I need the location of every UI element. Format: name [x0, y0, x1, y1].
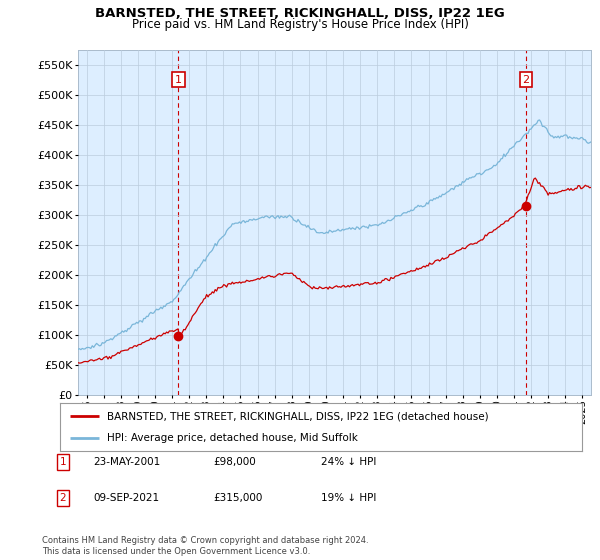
Text: 2: 2 — [59, 493, 67, 503]
Text: 1: 1 — [175, 74, 182, 85]
Text: £315,000: £315,000 — [213, 493, 262, 503]
Text: 23-MAY-2001: 23-MAY-2001 — [93, 457, 160, 467]
Text: Contains HM Land Registry data © Crown copyright and database right 2024.
This d: Contains HM Land Registry data © Crown c… — [42, 536, 368, 556]
Text: BARNSTED, THE STREET, RICKINGHALL, DISS, IP22 1EG (detached house): BARNSTED, THE STREET, RICKINGHALL, DISS,… — [107, 411, 488, 421]
Text: BARNSTED, THE STREET, RICKINGHALL, DISS, IP22 1EG: BARNSTED, THE STREET, RICKINGHALL, DISS,… — [95, 7, 505, 20]
Text: 24% ↓ HPI: 24% ↓ HPI — [321, 457, 376, 467]
Text: 09-SEP-2021: 09-SEP-2021 — [93, 493, 159, 503]
Text: 1: 1 — [59, 457, 67, 467]
Text: 19% ↓ HPI: 19% ↓ HPI — [321, 493, 376, 503]
Text: Price paid vs. HM Land Registry's House Price Index (HPI): Price paid vs. HM Land Registry's House … — [131, 18, 469, 31]
Text: 2: 2 — [522, 74, 529, 85]
Text: £98,000: £98,000 — [213, 457, 256, 467]
Text: HPI: Average price, detached house, Mid Suffolk: HPI: Average price, detached house, Mid … — [107, 433, 358, 443]
